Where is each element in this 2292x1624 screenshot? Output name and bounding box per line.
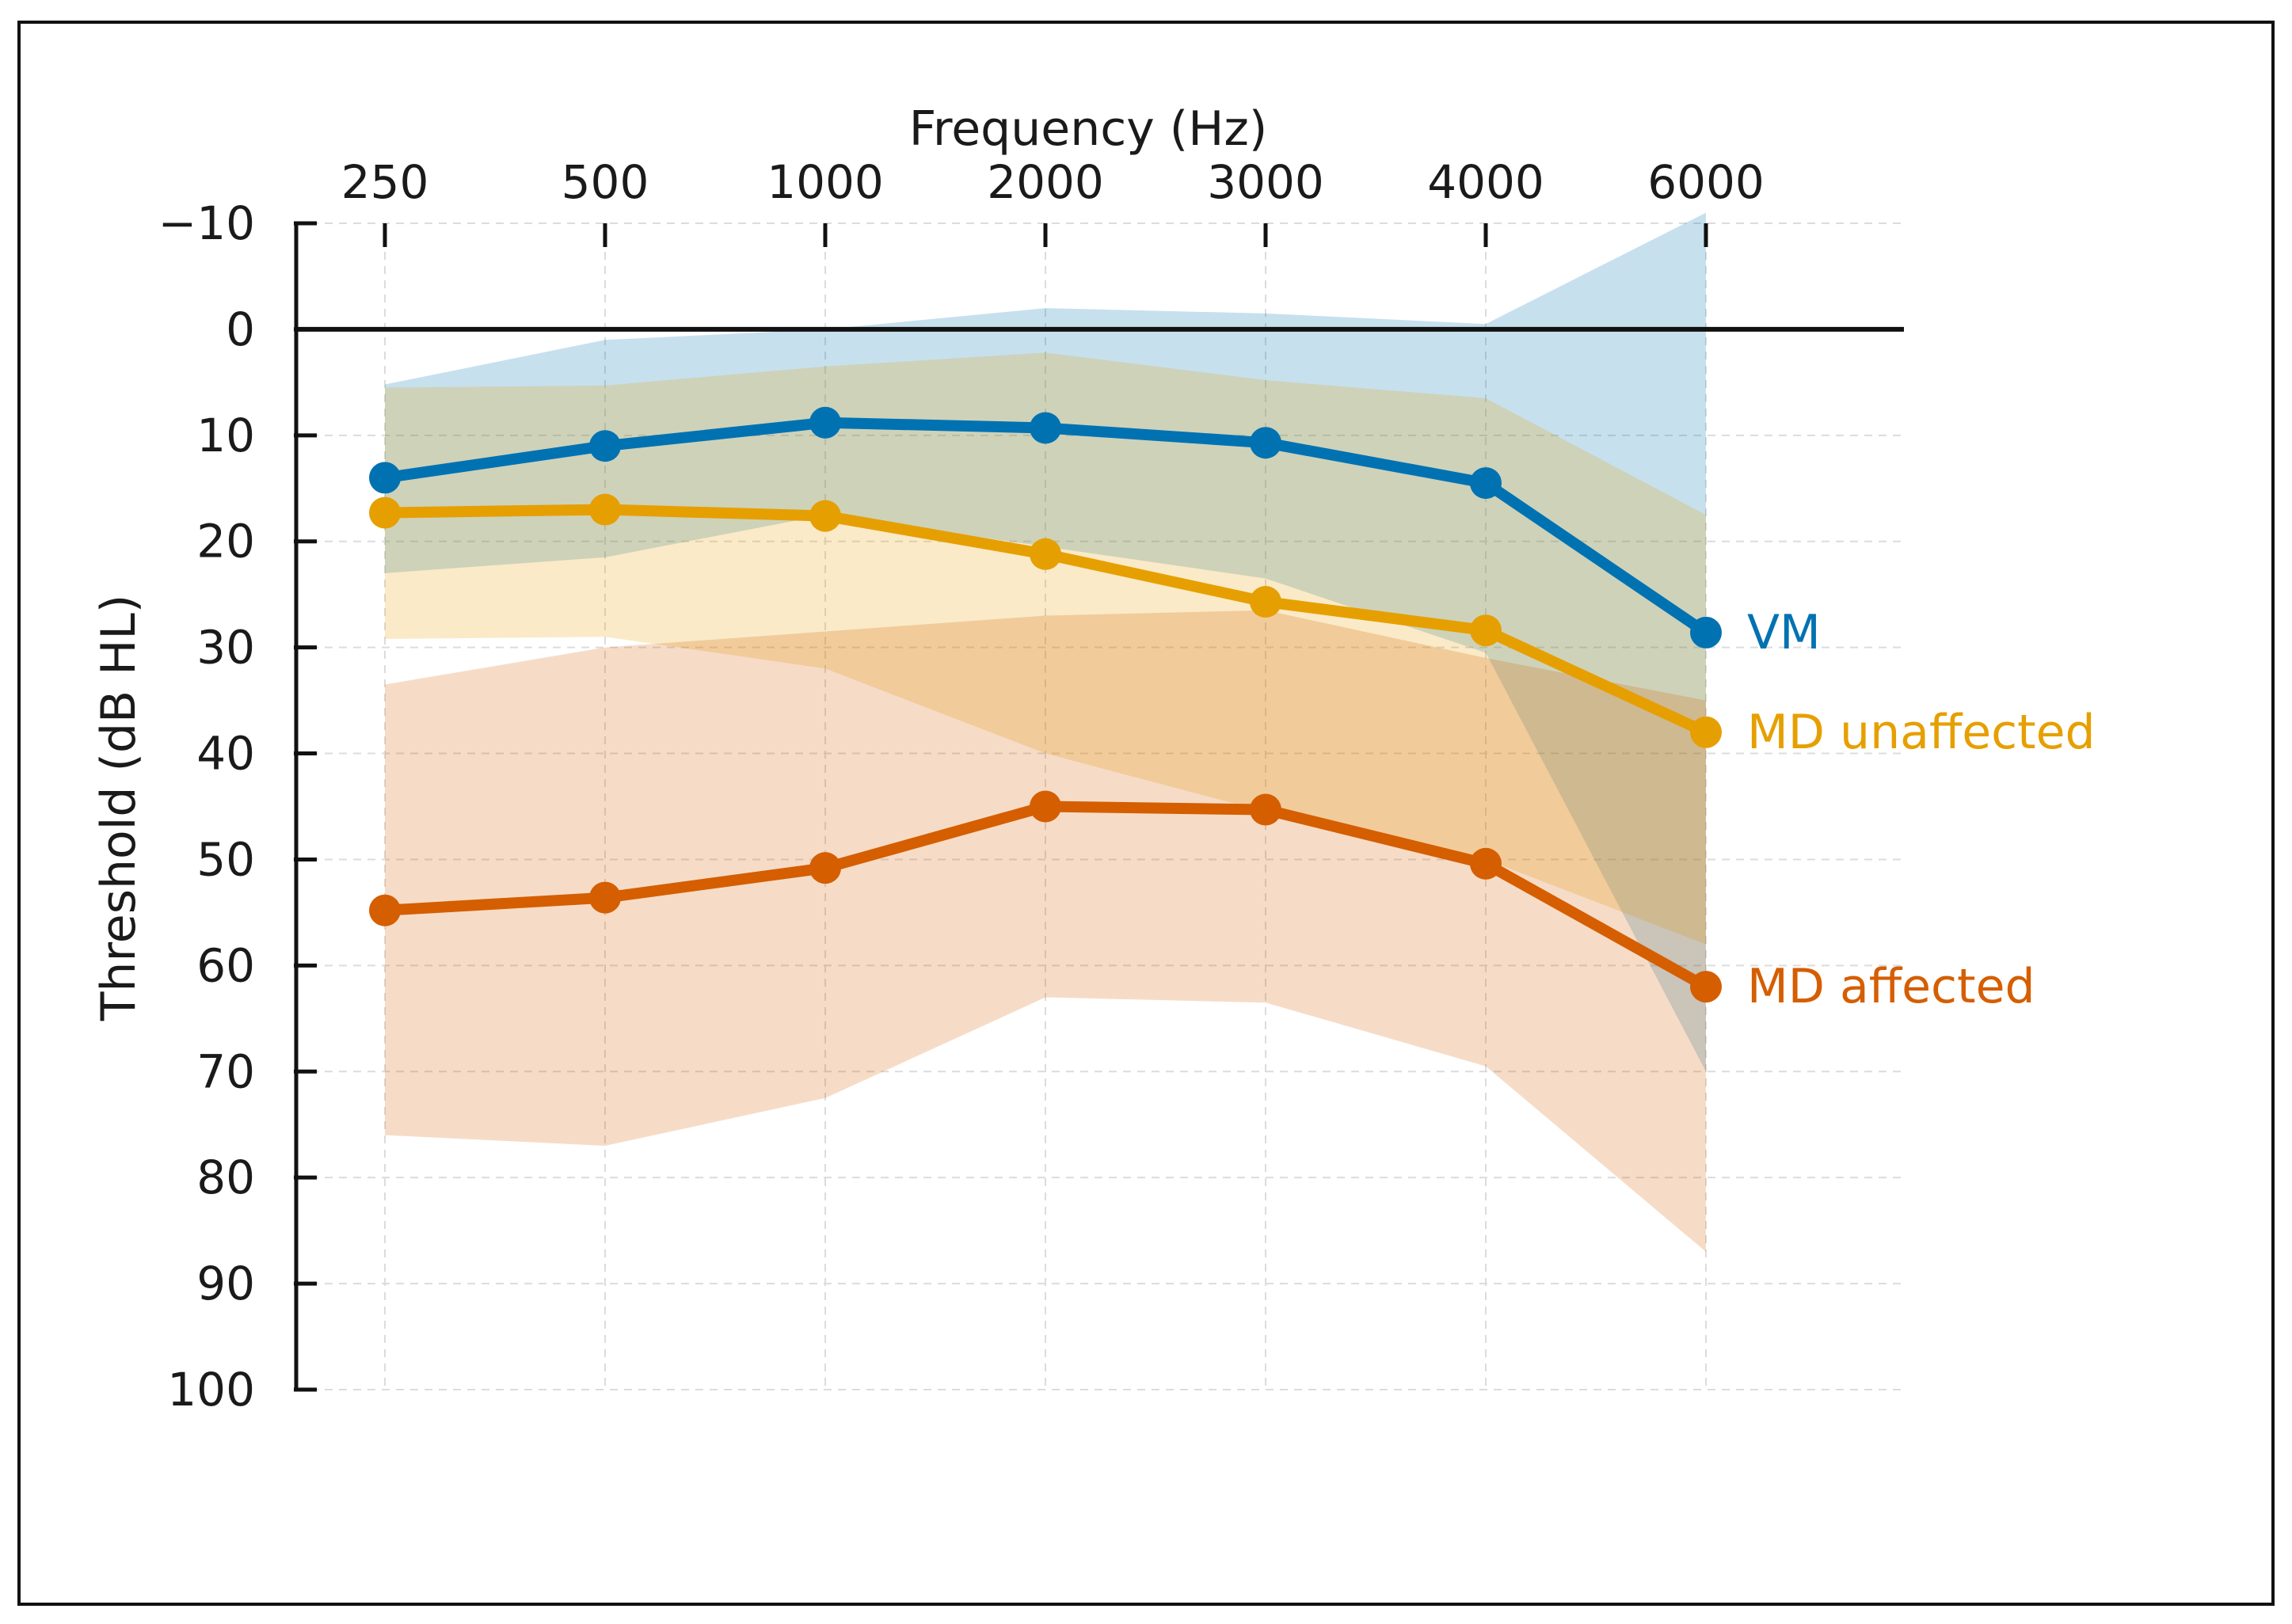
x-tick-label: 500 [562,155,649,209]
series-md-affected: MD affected [369,790,2035,1014]
y-tick-label: 10 [196,409,255,462]
x-tick-label: 3000 [1207,155,1324,209]
point-md-unaffected [369,496,401,529]
confidence-bands [385,212,1706,1252]
band-vm [385,212,1706,1072]
point-vm [809,406,841,439]
label-md-unaffected: MD unaffected [1747,705,2096,760]
point-md-affected [1250,793,1281,826]
y-tick-label: 100 [167,1363,255,1417]
band-md-affected [385,610,1706,1252]
label-vm: VM [1747,605,1821,660]
point-vm [589,430,621,462]
y-axis-title: Threshold (dB HL) [91,595,147,1021]
x-tick-label: 4000 [1427,155,1544,209]
y-tick-label: 70 [196,1044,255,1098]
point-md-affected [369,894,401,926]
y-tick-label: 80 [196,1150,255,1204]
point-vm [369,462,401,494]
label-md-affected: MD affected [1747,959,2035,1014]
x-tick-label: 2000 [987,155,1104,209]
x-tick-label: 250 [341,155,429,209]
point-md-affected [1470,847,1502,880]
y-tick-label: 30 [196,621,255,675]
x-tick-label: 6000 [1647,155,1765,209]
grid [296,222,1904,1390]
y-tick-label: 60 [196,938,255,992]
point-md-affected [1030,790,1061,823]
axes: −10 0 10 20 30 40 50 60 70 80 90 100 250 500 1000 2000 3… [158,155,1765,1417]
point-md-affected [1690,971,1722,1003]
y-tick-label: 20 [196,515,255,569]
point-md-unaffected [589,493,621,526]
point-vm [1470,467,1502,500]
series-md-unaffected: MD unaffected [369,493,2096,760]
y-tick-label: 40 [196,727,255,781]
point-vm [1250,427,1281,459]
point-md-unaffected [1030,538,1061,570]
point-md-unaffected [1470,614,1502,647]
x-tick-label: 1000 [767,155,884,209]
point-md-affected [589,881,621,914]
point-vm [1690,616,1722,648]
y-tick-label: 50 [196,832,255,886]
point-vm [1030,412,1061,444]
series-lines: VM MD unaffected MD affected [369,406,2096,1014]
y-tick-label: 90 [196,1257,255,1310]
series-vm: VM [369,406,1821,660]
point-md-unaffected [809,500,841,532]
point-md-unaffected [1250,586,1281,618]
x-axis-title: Frequency (Hz) [909,101,1267,157]
y-tick-label: 0 [226,302,255,356]
point-md-affected [809,852,841,884]
band-md-unaffected [385,352,1706,945]
y-tick-label: −10 [158,196,255,250]
point-md-unaffected [1690,716,1722,748]
